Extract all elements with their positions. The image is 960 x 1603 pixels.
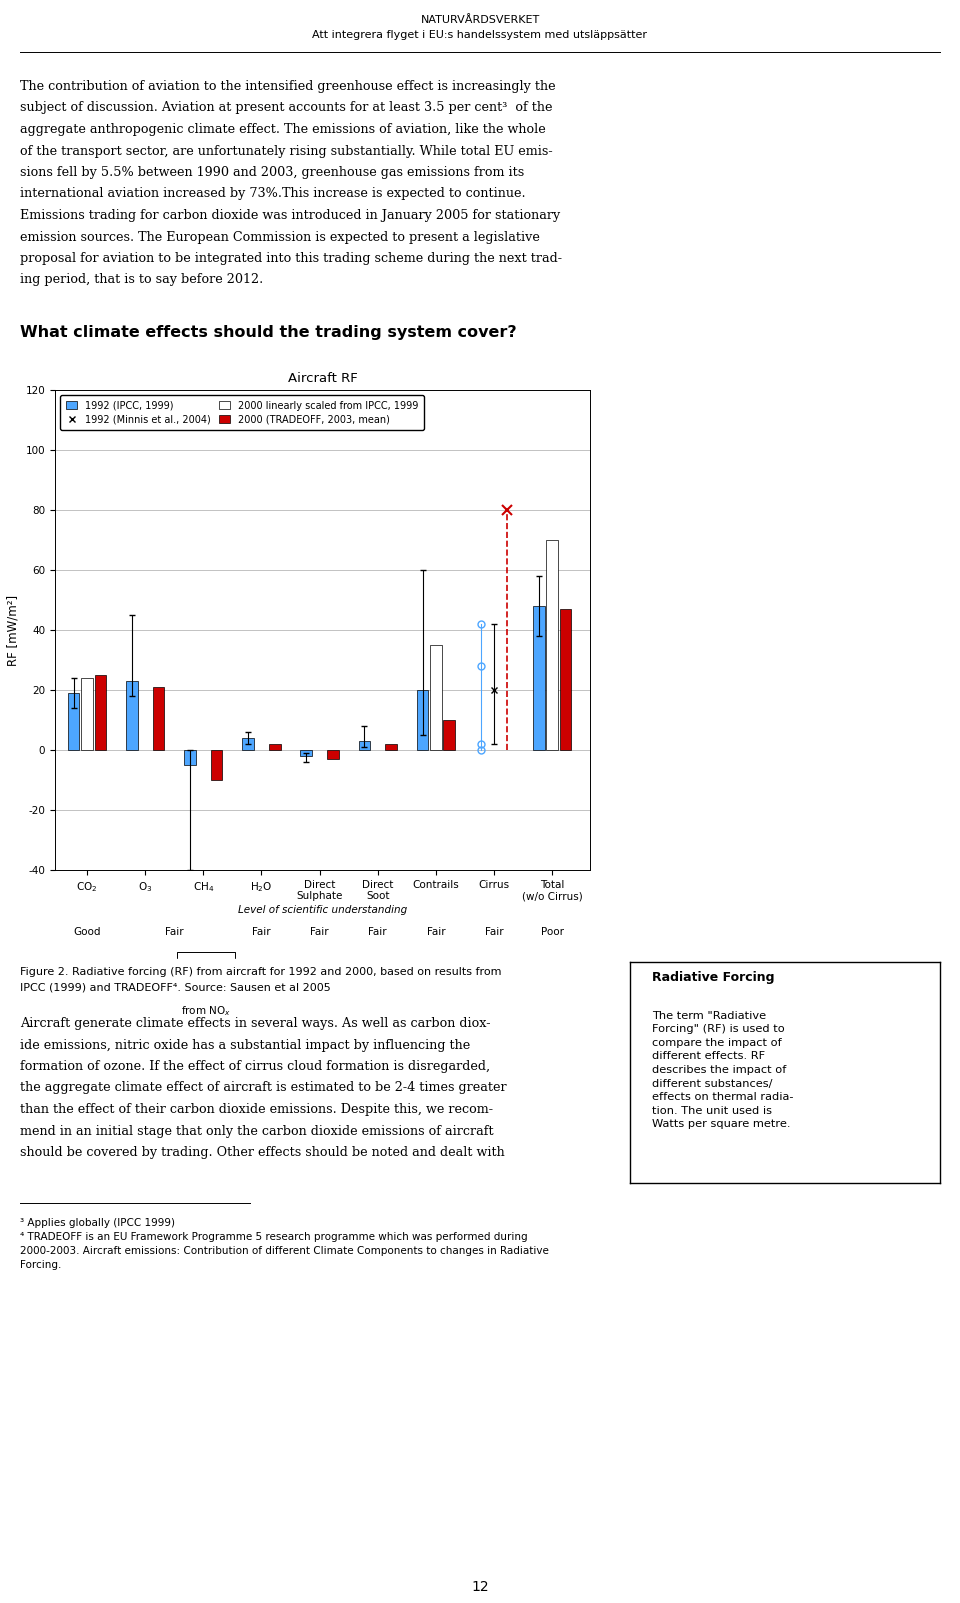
Bar — [533, 606, 544, 750]
Text: Fair: Fair — [310, 927, 329, 938]
Text: Level of scientific understanding: Level of scientific understanding — [238, 906, 407, 915]
Text: emission sources. The European Commission is expected to present a legislative: emission sources. The European Commissio… — [20, 231, 540, 244]
Bar — [444, 720, 455, 750]
Text: from NO$_x$: from NO$_x$ — [181, 1005, 231, 1018]
Bar — [242, 737, 253, 750]
Bar — [94, 675, 107, 750]
Text: Fair: Fair — [485, 927, 503, 938]
Text: ³ Applies globally (IPCC 1999): ³ Applies globally (IPCC 1999) — [20, 1218, 175, 1228]
Text: proposal for aviation to be integrated into this trading scheme during the next : proposal for aviation to be integrated i… — [20, 252, 562, 264]
Bar — [385, 744, 396, 750]
Text: Aircraft generate climate effects in several ways. As well as carbon diox-: Aircraft generate climate effects in sev… — [20, 1016, 491, 1031]
Bar — [184, 750, 196, 765]
Text: ing period, that is to say before 2012.: ing period, that is to say before 2012. — [20, 274, 263, 287]
Bar — [546, 540, 558, 750]
Text: Poor: Poor — [540, 927, 564, 938]
Text: ide emissions, nitric oxide has a substantial impact by influencing the: ide emissions, nitric oxide has a substa… — [20, 1039, 470, 1052]
Bar — [327, 750, 339, 758]
Text: formation of ozone. If the effect of cirrus cloud formation is disregarded,: formation of ozone. If the effect of cir… — [20, 1060, 491, 1072]
Text: Emissions trading for carbon dioxide was introduced in January 2005 for stationa: Emissions trading for carbon dioxide was… — [20, 208, 561, 221]
Text: IPCC (1999) and TRADEOFF⁴. Source: Sausen et al 2005: IPCC (1999) and TRADEOFF⁴. Source: Sause… — [20, 983, 331, 992]
Bar — [560, 609, 571, 750]
Bar — [358, 741, 371, 750]
Bar — [430, 644, 442, 750]
Bar — [153, 688, 164, 750]
Text: Radiative Forcing: Radiative Forcing — [652, 971, 774, 984]
Bar — [82, 678, 93, 750]
Text: aggregate anthropogenic climate effect. The emissions of aviation, like the whol: aggregate anthropogenic climate effect. … — [20, 123, 545, 136]
Bar — [269, 744, 280, 750]
Bar — [300, 750, 312, 757]
Bar — [126, 681, 137, 750]
Text: What climate effects should the trading system cover?: What climate effects should the trading … — [20, 325, 516, 340]
Text: Forcing.: Forcing. — [20, 1260, 61, 1270]
Text: international aviation increased by 73%.This increase is expected to continue.: international aviation increased by 73%.… — [20, 188, 526, 200]
Text: Fair: Fair — [369, 927, 387, 938]
Text: of the transport sector, are unfortunately rising substantially. While total EU : of the transport sector, are unfortunate… — [20, 144, 553, 157]
Text: The term "Radiative
Forcing" (RF) is used to
compare the impact of
different eff: The term "Radiative Forcing" (RF) is use… — [652, 1010, 793, 1129]
Text: the aggregate climate effect of aircraft is estimated to be 2-4 times greater: the aggregate climate effect of aircraft… — [20, 1082, 507, 1095]
Text: 2000-2003. Aircraft emissions: Contribution of different Climate Components to c: 2000-2003. Aircraft emissions: Contribut… — [20, 1246, 549, 1255]
Legend: 1992 (IPCC, 1999), 1992 (Minnis et al., 2004), 2000 linearly scaled from IPCC, 1: 1992 (IPCC, 1999), 1992 (Minnis et al., … — [60, 394, 424, 431]
Y-axis label: RF [mW/m²]: RF [mW/m²] — [7, 595, 20, 665]
Text: Fair: Fair — [165, 927, 183, 938]
Text: Fair: Fair — [252, 927, 271, 938]
Text: than the effect of their carbon dioxide emissions. Despite this, we recom-: than the effect of their carbon dioxide … — [20, 1103, 493, 1116]
Text: should be covered by trading. Other effects should be noted and dealt with: should be covered by trading. Other effe… — [20, 1146, 505, 1159]
Bar — [211, 750, 223, 781]
Text: ⁴ TRADEOFF is an EU Framework Programme 5 research programme which was performed: ⁴ TRADEOFF is an EU Framework Programme … — [20, 1231, 528, 1241]
Text: 12: 12 — [471, 1581, 489, 1593]
Text: NATURVÅRDSVERKET: NATURVÅRDSVERKET — [420, 14, 540, 26]
Text: subject of discussion. Aviation at present accounts for at least 3.5 per cent³  : subject of discussion. Aviation at prese… — [20, 101, 553, 114]
Text: Good: Good — [73, 927, 101, 938]
Text: The contribution of aviation to the intensified greenhouse effect is increasingl: The contribution of aviation to the inte… — [20, 80, 556, 93]
Title: Aircraft RF: Aircraft RF — [288, 372, 357, 385]
Text: mend in an initial stage that only the carbon dioxide emissions of aircraft: mend in an initial stage that only the c… — [20, 1124, 493, 1138]
Bar — [417, 689, 428, 750]
Text: Figure 2. Radiative forcing (RF) from aircraft for 1992 and 2000, based on resul: Figure 2. Radiative forcing (RF) from ai… — [20, 967, 501, 976]
Text: sions fell by 5.5% between 1990 and 2003, greenhouse gas emissions from its: sions fell by 5.5% between 1990 and 2003… — [20, 167, 524, 180]
Text: Att integrera flyget i EU:s handelssystem med utsläppsätter: Att integrera flyget i EU:s handelssyste… — [313, 30, 647, 40]
Bar — [68, 692, 80, 750]
Text: Fair: Fair — [426, 927, 445, 938]
